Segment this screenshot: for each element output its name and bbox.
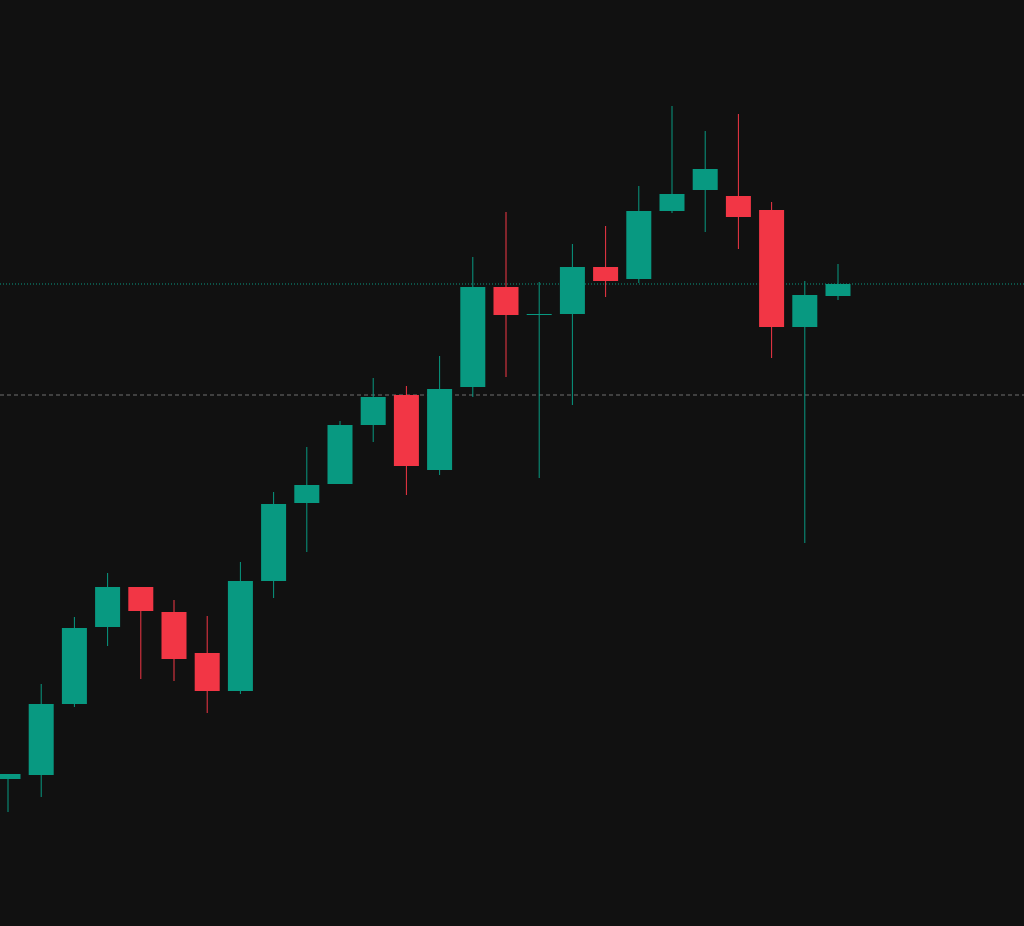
candle-body (825, 284, 851, 296)
candle-body (559, 267, 585, 314)
candle-body (725, 196, 751, 217)
candle-body (128, 587, 154, 611)
candle-body (659, 194, 685, 211)
candle-body (526, 314, 552, 315)
candle-body (692, 169, 718, 190)
candle-body (460, 287, 486, 387)
candle-body (360, 397, 386, 425)
candle-body (593, 267, 619, 281)
candle-body (61, 628, 87, 704)
candle-body (759, 210, 785, 327)
candle-body (28, 704, 54, 775)
candle-body (227, 581, 253, 691)
candle-body (194, 653, 220, 691)
candle-body (261, 504, 287, 581)
candle-body (161, 612, 187, 659)
candle-body (294, 485, 320, 503)
candle-body (95, 587, 121, 627)
candle-body (792, 295, 818, 327)
candle-body (0, 774, 21, 779)
candle-body (327, 425, 353, 484)
candle-body (393, 395, 419, 466)
candle-body (427, 389, 453, 470)
candle-body (493, 287, 519, 315)
candle-body (626, 211, 652, 279)
